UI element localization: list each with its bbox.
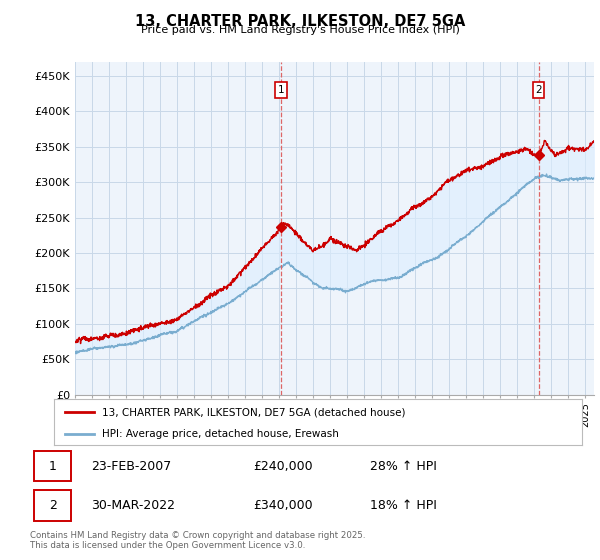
Text: 13, CHARTER PARK, ILKESTON, DE7 5GA (detached house): 13, CHARTER PARK, ILKESTON, DE7 5GA (det… — [101, 407, 405, 417]
Text: 23-FEB-2007: 23-FEB-2007 — [91, 460, 172, 473]
Text: 13, CHARTER PARK, ILKESTON, DE7 5GA: 13, CHARTER PARK, ILKESTON, DE7 5GA — [135, 14, 465, 29]
Text: Price paid vs. HM Land Registry's House Price Index (HPI): Price paid vs. HM Land Registry's House … — [140, 25, 460, 35]
Text: £240,000: £240,000 — [253, 460, 313, 473]
Text: Contains HM Land Registry data © Crown copyright and database right 2025.
This d: Contains HM Land Registry data © Crown c… — [30, 531, 365, 550]
Text: 1: 1 — [49, 460, 56, 473]
Text: 1: 1 — [278, 85, 285, 95]
Text: 30-MAR-2022: 30-MAR-2022 — [91, 499, 175, 512]
Text: HPI: Average price, detached house, Erewash: HPI: Average price, detached house, Erew… — [101, 429, 338, 438]
Text: 2: 2 — [535, 85, 542, 95]
Text: 28% ↑ HPI: 28% ↑ HPI — [370, 460, 437, 473]
FancyBboxPatch shape — [34, 451, 71, 481]
Text: 18% ↑ HPI: 18% ↑ HPI — [370, 499, 437, 512]
FancyBboxPatch shape — [34, 491, 71, 521]
Text: £340,000: £340,000 — [253, 499, 313, 512]
Text: 2: 2 — [49, 499, 56, 512]
